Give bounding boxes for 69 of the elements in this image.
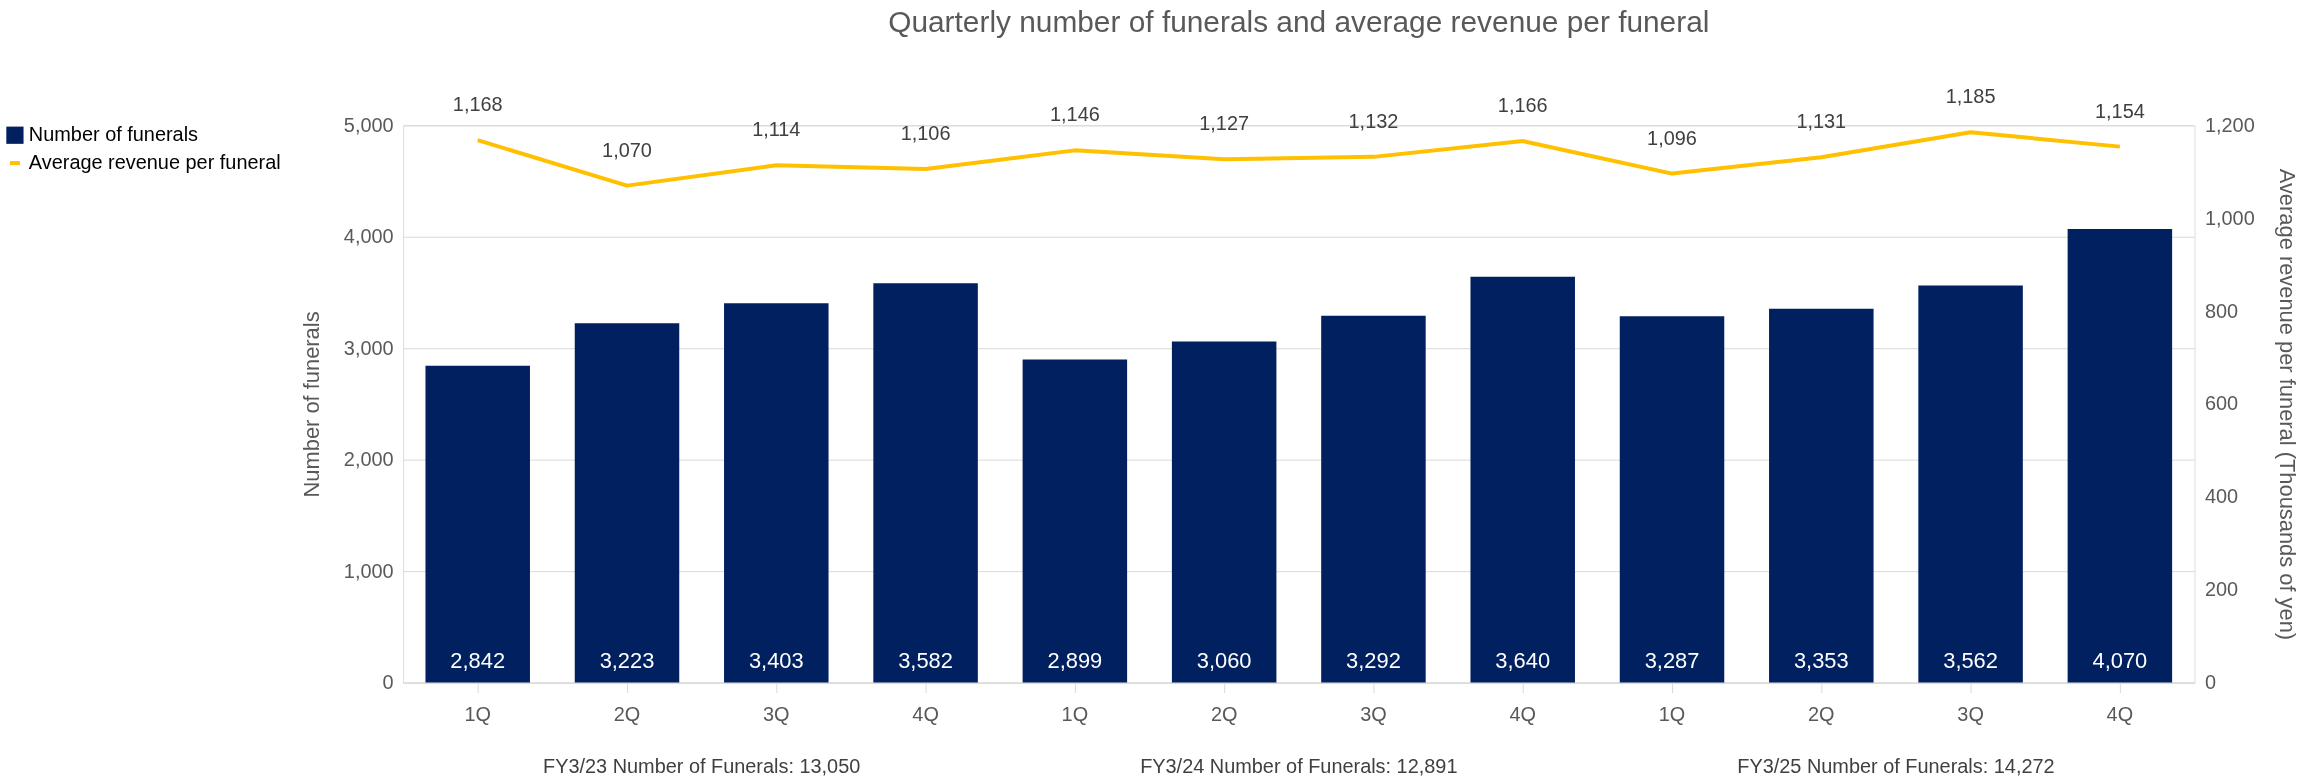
x-tick-label: 4Q [912, 702, 939, 725]
y-tick-label: 1,000 [343, 559, 394, 582]
data-label: 1,106 [900, 122, 951, 145]
data-label: 1,114 [752, 118, 801, 141]
y2-tick-label: 200 [2204, 578, 2239, 601]
data-label: 3,640 [1495, 647, 1551, 673]
data-label: 1,154 [2094, 99, 2145, 122]
y2-tick-label: 1,000 [2204, 206, 2255, 229]
y-tick-label: 4,000 [343, 225, 394, 248]
x-tick-label: 3Q [763, 702, 790, 725]
x-tick-label: 2Q [1210, 702, 1238, 725]
y2-tick-label: 1,200 [2204, 113, 2255, 136]
data-label: 1,168 [452, 93, 503, 116]
y-tick-label: 0 [382, 671, 394, 694]
y2-tick-label: 600 [2204, 392, 2239, 415]
y2-tick-label: 800 [2204, 299, 2239, 322]
x-tick-label: 1Q [464, 702, 491, 725]
data-label: 2,899 [1047, 647, 1103, 673]
bar [724, 303, 829, 683]
data-label: 1,127 [1199, 112, 1250, 135]
y2-tick-label: 400 [2204, 485, 2239, 508]
y2-tick-label: 0 [2204, 671, 2217, 694]
x-tick-label: 4Q [1509, 702, 1536, 725]
y-tick-label: 3,000 [343, 336, 394, 359]
data-label: 1,131 [1796, 110, 1847, 133]
bar [1022, 359, 1128, 683]
data-label: 1,070 [602, 138, 652, 161]
data-label: 1,096 [1647, 126, 1697, 149]
bar [873, 283, 978, 683]
data-label: 3,403 [748, 647, 804, 673]
bar [425, 365, 530, 683]
bar [1171, 341, 1277, 683]
x-tick-label: 2Q [613, 702, 641, 725]
data-label: 1,146 [1049, 103, 1100, 126]
legend-label: Number of funerals [28, 123, 199, 146]
text: FY3/23 Number of Funerals: 13,050 [542, 755, 861, 778]
data-label: 3,562 [1943, 647, 1998, 673]
x-tick-label: 1Q [1658, 702, 1686, 725]
bar [1769, 308, 1874, 683]
x-tick-label: 2Q [1808, 702, 1835, 725]
x-tick-label: 3Q [1957, 702, 1984, 725]
x-tick-label: 1Q [1061, 702, 1089, 725]
bar [574, 323, 680, 683]
bar [1918, 285, 2023, 683]
data-label: 4,070 [2092, 647, 2148, 673]
bar [2067, 228, 2173, 683]
y-tick-label: 2,000 [343, 448, 394, 471]
x-tick-label: 4Q [2106, 702, 2134, 725]
data-label: 3,223 [599, 647, 655, 673]
data-label: 3,287 [1644, 647, 1700, 673]
data-label: 3,060 [1196, 647, 1252, 673]
data-label: 3,292 [1346, 647, 1401, 673]
legend-label: Average revenue per funeral [28, 151, 281, 174]
text: FY3/24 Number of Funerals: 12,891 [1140, 755, 1458, 778]
data-label: 3,582 [898, 647, 953, 673]
data-label: 1,185 [1945, 85, 1996, 108]
chart-title: Quarterly number of funerals and average revenue per funeral [888, 4, 1710, 38]
text: FY3/25 Number of Funerals: 14,272 [1737, 755, 2055, 778]
bar [1470, 276, 1575, 683]
data-label: 1,132 [1348, 109, 1399, 132]
bar [1619, 316, 1725, 683]
y2-axis-title: Average revenue per funeral (Thousands of yen) [2274, 168, 2300, 641]
data-label: 3,353 [1793, 647, 1849, 673]
bar [1321, 315, 1426, 683]
x-tick-label: 3Q [1360, 702, 1387, 725]
y-axis-title: Number of funerals [298, 311, 324, 498]
y-tick-label: 5,000 [343, 113, 394, 136]
data-label: 2,842 [450, 647, 506, 673]
data-label: 1,166 [1497, 94, 1548, 117]
